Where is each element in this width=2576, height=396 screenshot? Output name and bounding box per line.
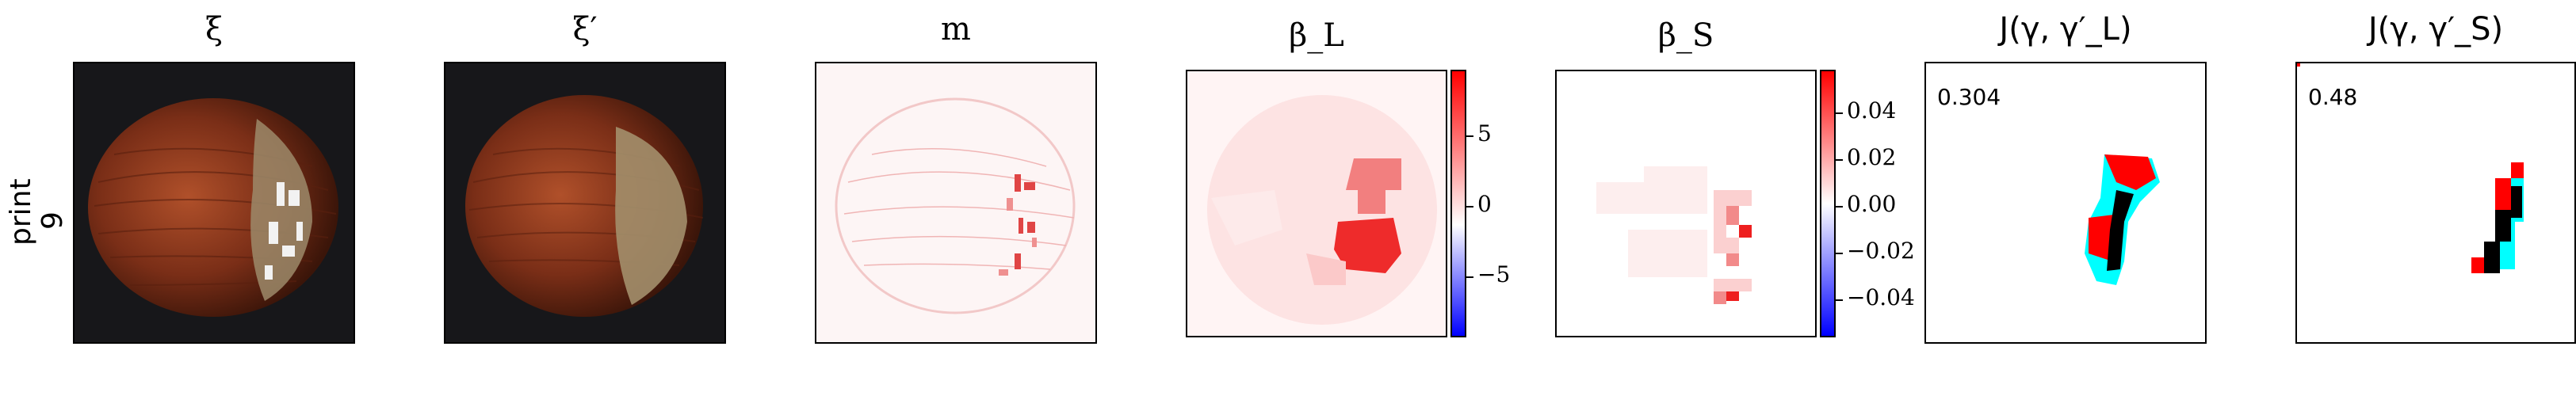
image-beta-l	[1186, 70, 1447, 337]
colorbar-tickline	[1836, 299, 1843, 301]
colorbar-tick-label: −5	[1477, 261, 1511, 287]
hazelnut-image-xi-prime	[465, 95, 704, 317]
hazelnut-image-xi	[88, 98, 338, 317]
colorbar-tickline	[1836, 253, 1843, 254]
colorbar-tickline	[1836, 206, 1843, 208]
colorbar-tickline	[1836, 112, 1843, 114]
colorbar-tickline	[1836, 159, 1843, 161]
colorbar-tick-label: 5	[1477, 120, 1492, 147]
colorbar-tickline	[1466, 206, 1473, 208]
overlap-map-j-l	[2085, 154, 2160, 285]
colorbar-tick-label: 0	[1477, 191, 1492, 217]
image-m	[815, 62, 1097, 344]
row-label: print 9	[0, 178, 69, 285]
jaccard-score-l: 0.304	[1937, 84, 2001, 110]
panel-title-j-l: J(γ, γ′_L)	[1999, 11, 2132, 48]
panel-title-xi: ξ	[204, 11, 224, 48]
image-j-s: 0.48	[2295, 62, 2576, 344]
heatmap-beta-l	[1187, 71, 1446, 336]
colorbar-tickline	[1466, 276, 1473, 278]
image-xi-prime	[444, 62, 726, 344]
panel-title-m: m	[941, 11, 971, 48]
image-j-l: 0.304	[1924, 62, 2207, 344]
heatmap-beta-s	[1557, 71, 1815, 336]
panel-title-j-s: J(γ, γ′_S)	[2368, 11, 2504, 48]
row-label-line-2: 9	[36, 211, 69, 230]
overlap-map-j-s	[2297, 63, 2524, 273]
colorbar-tick-label: 0.00	[1847, 191, 1897, 217]
mask-heatmap-m	[835, 97, 1076, 314]
colorbar-tick-label: 0.04	[1847, 97, 1897, 124]
colorbar-tickline	[1466, 135, 1473, 137]
colorbar-beta-l	[1450, 70, 1466, 337]
panel-title-beta-s: β_S	[1657, 17, 1714, 54]
colorbar-beta-s	[1820, 70, 1836, 337]
jaccard-score-s: 0.48	[2308, 84, 2358, 110]
panel-title-beta-l: β_L	[1289, 17, 1344, 54]
colorbar-tick-label: −0.02	[1847, 238, 1915, 264]
row-label-line-1: print	[5, 178, 37, 246]
image-beta-s	[1555, 70, 1817, 337]
image-xi	[73, 62, 355, 344]
colorbar-tick-label: 0.02	[1847, 144, 1897, 170]
colorbar-tick-label: −0.04	[1847, 284, 1915, 310]
panel-title-xi-prime: ξ′	[572, 11, 598, 48]
